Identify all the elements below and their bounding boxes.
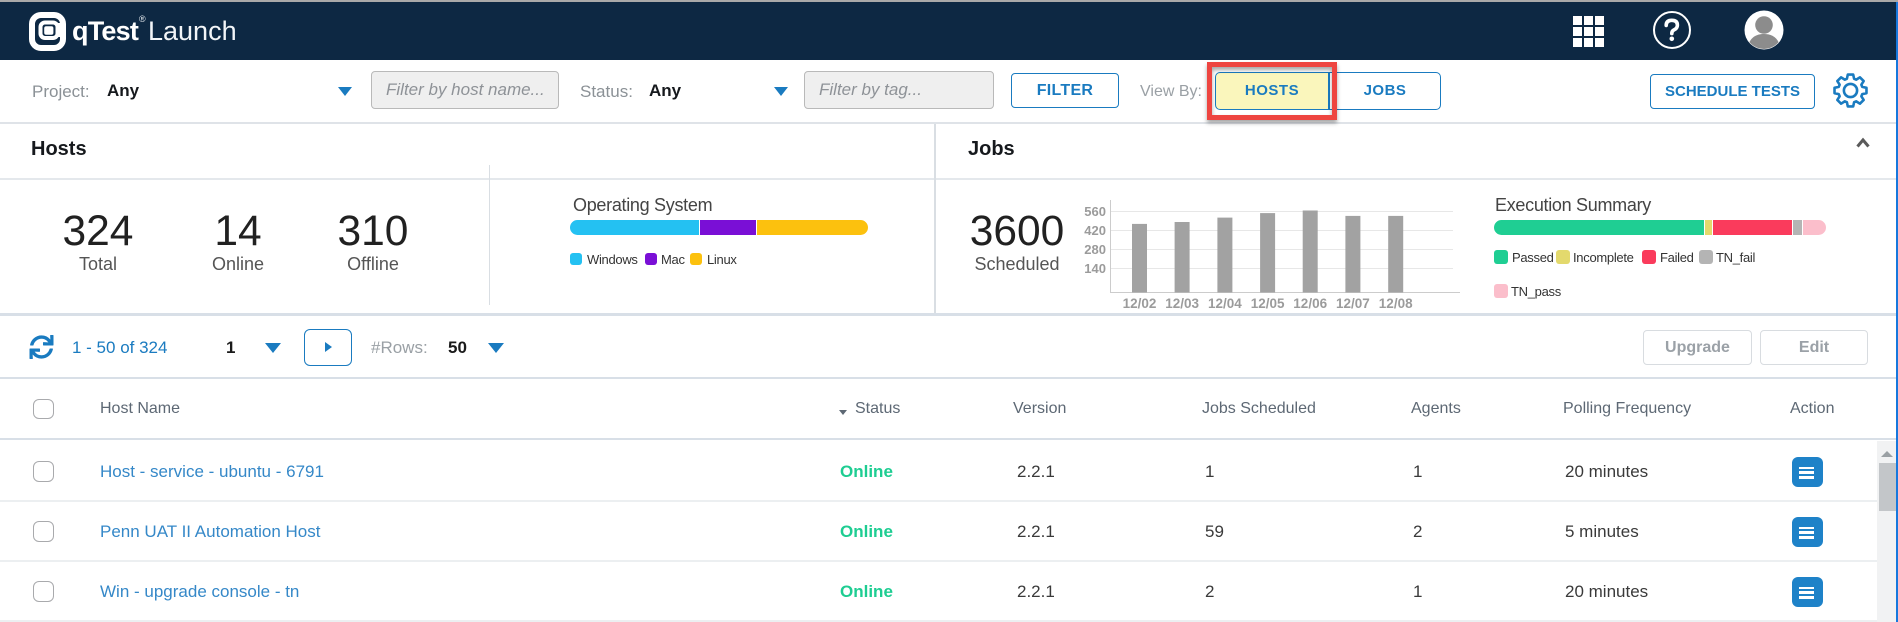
svg-text:12/04: 12/04 bbox=[1208, 296, 1242, 311]
svg-text:140: 140 bbox=[1084, 261, 1106, 276]
svg-text:12/03: 12/03 bbox=[1165, 296, 1199, 311]
svg-text:560: 560 bbox=[1084, 204, 1106, 219]
svg-text:280: 280 bbox=[1084, 242, 1106, 257]
svg-text:12/02: 12/02 bbox=[1123, 296, 1157, 311]
svg-text:12/08: 12/08 bbox=[1379, 296, 1413, 311]
svg-text:12/05: 12/05 bbox=[1251, 296, 1285, 311]
svg-text:12/07: 12/07 bbox=[1336, 296, 1370, 311]
svg-text:420: 420 bbox=[1084, 223, 1106, 238]
svg-text:12/06: 12/06 bbox=[1293, 296, 1327, 311]
